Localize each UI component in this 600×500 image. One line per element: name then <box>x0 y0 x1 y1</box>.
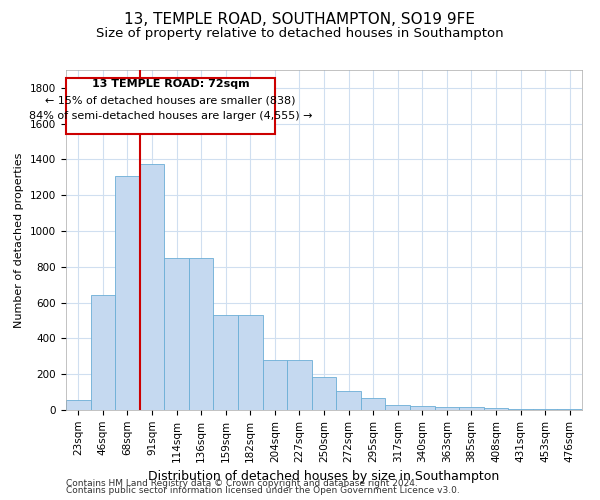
X-axis label: Distribution of detached houses by size in Southampton: Distribution of detached houses by size … <box>148 470 500 483</box>
Bar <box>484 408 508 410</box>
Bar <box>557 409 582 410</box>
Y-axis label: Number of detached properties: Number of detached properties <box>14 152 25 328</box>
Text: 84% of semi-detached houses are larger (4,555) →: 84% of semi-detached houses are larger (… <box>29 111 312 121</box>
Bar <box>238 315 263 410</box>
Bar <box>459 408 484 410</box>
Text: Contains HM Land Registry data © Crown copyright and database right 2024.: Contains HM Land Registry data © Crown c… <box>66 478 418 488</box>
Text: 13, TEMPLE ROAD, SOUTHAMPTON, SO19 9FE: 13, TEMPLE ROAD, SOUTHAMPTON, SO19 9FE <box>125 12 476 28</box>
Bar <box>533 409 557 410</box>
Bar <box>312 377 336 410</box>
Bar <box>434 408 459 410</box>
Text: ← 15% of detached houses are smaller (838): ← 15% of detached houses are smaller (83… <box>45 95 296 105</box>
Bar <box>287 360 312 410</box>
Text: 13 TEMPLE ROAD: 72sqm: 13 TEMPLE ROAD: 72sqm <box>92 80 249 90</box>
Bar <box>508 408 533 410</box>
Text: Size of property relative to detached houses in Southampton: Size of property relative to detached ho… <box>96 28 504 40</box>
Text: Contains public sector information licensed under the Open Government Licence v3: Contains public sector information licen… <box>66 486 460 495</box>
Bar <box>164 258 189 410</box>
Bar <box>140 164 164 410</box>
Bar <box>91 294 115 410</box>
Bar <box>336 391 361 410</box>
FancyBboxPatch shape <box>66 78 275 134</box>
Bar <box>263 360 287 410</box>
Bar <box>66 400 91 410</box>
Bar <box>115 176 140 410</box>
Bar <box>385 404 410 410</box>
Bar <box>410 406 434 410</box>
Bar <box>214 315 238 410</box>
Bar <box>189 258 214 410</box>
Bar <box>361 398 385 410</box>
